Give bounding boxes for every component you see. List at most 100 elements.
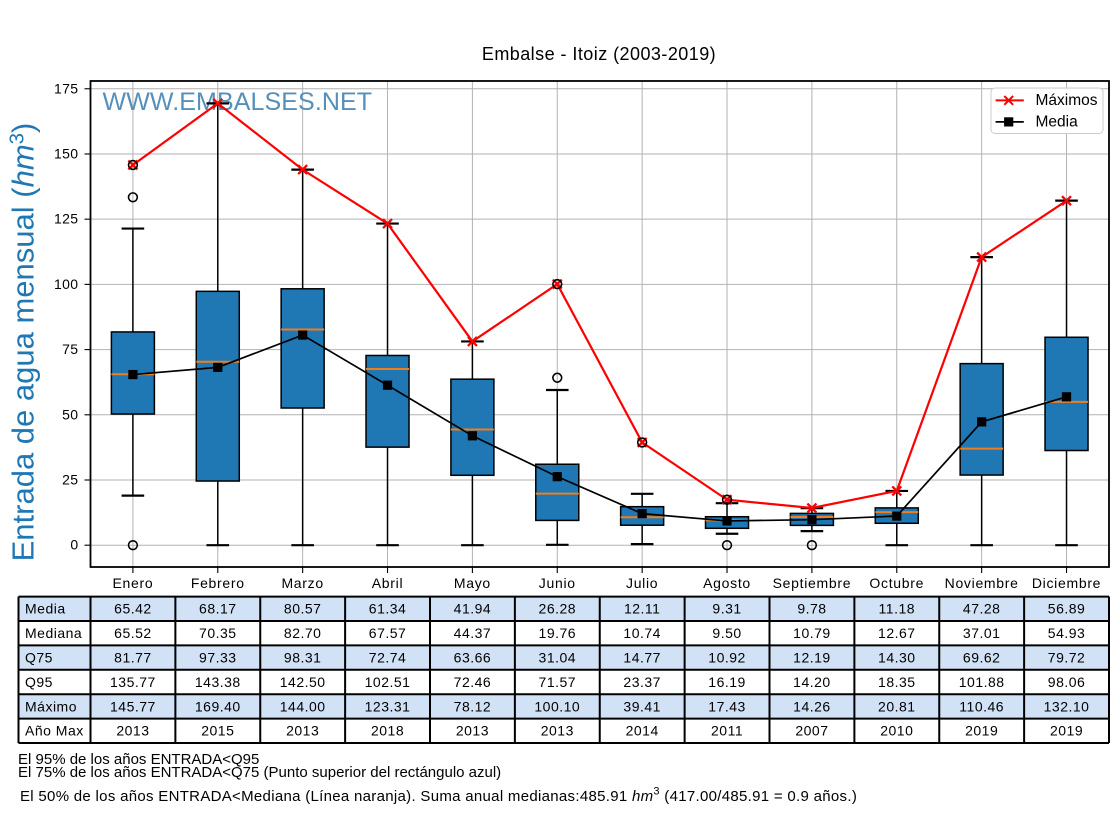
svg-text:Septiembre: Septiembre [773, 575, 852, 591]
svg-text:Noviembre: Noviembre [945, 575, 1019, 591]
svg-text:72.46: 72.46 [454, 674, 492, 690]
svg-text:101.88: 101.88 [959, 674, 1005, 690]
svg-text:123.31: 123.31 [365, 698, 411, 714]
svg-text:61.34: 61.34 [369, 601, 407, 617]
svg-text:Q95: Q95 [25, 674, 53, 690]
svg-text:65.52: 65.52 [114, 625, 152, 641]
svg-text:100: 100 [54, 276, 79, 292]
svg-text:19.76: 19.76 [539, 625, 577, 641]
svg-text:Entrada de agua mensual (hm3): Entrada de agua mensual (hm3) [6, 123, 41, 562]
svg-text:Diciembre: Diciembre [1032, 575, 1101, 591]
svg-text:2015: 2015 [201, 723, 234, 739]
svg-text:63.66: 63.66 [454, 650, 492, 666]
svg-text:98.06: 98.06 [1048, 674, 1086, 690]
svg-text:71.57: 71.57 [539, 674, 577, 690]
svg-text:Mediana: Mediana [25, 625, 82, 641]
svg-text:65.42: 65.42 [114, 601, 152, 617]
svg-text:142.50: 142.50 [280, 674, 326, 690]
svg-text:Máximos: Máximos [1036, 92, 1098, 109]
svg-text:Junio: Junio [539, 575, 576, 591]
svg-text:11.18: 11.18 [879, 601, 916, 617]
svg-text:100.10: 100.10 [534, 698, 580, 714]
svg-text:110.46: 110.46 [959, 698, 1004, 714]
svg-text:Octubre: Octubre [869, 575, 924, 591]
svg-text:10.92: 10.92 [708, 650, 746, 666]
svg-text:67.57: 67.57 [369, 625, 407, 641]
svg-text:9.50: 9.50 [712, 625, 741, 641]
svg-text:Máximo: Máximo [25, 698, 77, 714]
svg-text:2013: 2013 [456, 723, 489, 739]
svg-text:135.77: 135.77 [110, 674, 156, 690]
svg-text:2018: 2018 [371, 723, 404, 739]
svg-text:81.77: 81.77 [114, 650, 152, 666]
svg-text:97.33: 97.33 [199, 650, 237, 666]
svg-text:50: 50 [62, 406, 78, 422]
svg-text:125: 125 [54, 211, 79, 227]
svg-text:26.28: 26.28 [539, 601, 577, 617]
svg-text:69.62: 69.62 [963, 650, 1001, 666]
svg-text:132.10: 132.10 [1044, 698, 1090, 714]
svg-text:39.41: 39.41 [623, 698, 661, 714]
svg-text:20.81: 20.81 [878, 698, 916, 714]
svg-text:14.77: 14.77 [623, 650, 661, 666]
svg-text:0: 0 [70, 537, 78, 553]
svg-text:Febrero: Febrero [191, 575, 245, 591]
svg-text:79.72: 79.72 [1048, 650, 1086, 666]
svg-text:9.31: 9.31 [712, 601, 741, 617]
svg-text:14.30: 14.30 [878, 650, 916, 666]
svg-text:2010: 2010 [880, 723, 913, 739]
svg-text:Año Max: Año Max [25, 723, 84, 739]
svg-text:Abril: Abril [372, 575, 404, 591]
svg-text:2013: 2013 [116, 723, 149, 739]
svg-text:144.00: 144.00 [280, 698, 326, 714]
svg-text:Q75: Q75 [25, 650, 53, 666]
svg-text:Marzo: Marzo [281, 575, 323, 591]
svg-text:El 75% de los años ENTRADA<Q75: El 75% de los años ENTRADA<Q75 (Punto su… [18, 764, 501, 781]
svg-text:72.74: 72.74 [369, 650, 407, 666]
svg-text:WWW.EMBALSES.NET: WWW.EMBALSES.NET [103, 88, 373, 116]
svg-text:78.12: 78.12 [454, 698, 492, 714]
svg-text:Enero: Enero [112, 575, 153, 591]
svg-text:12.67: 12.67 [878, 625, 916, 641]
svg-text:143.38: 143.38 [195, 674, 241, 690]
svg-text:47.28: 47.28 [963, 601, 1001, 617]
svg-text:El 50% de los años ENTRADA<Med: El 50% de los años ENTRADA<Mediana (Líne… [20, 786, 857, 806]
svg-text:98.31: 98.31 [284, 650, 322, 666]
svg-text:Julio: Julio [626, 575, 658, 591]
svg-text:25: 25 [62, 472, 78, 488]
svg-text:10.74: 10.74 [623, 625, 661, 641]
svg-text:Media: Media [25, 601, 66, 617]
svg-text:56.89: 56.89 [1048, 601, 1086, 617]
svg-text:44.37: 44.37 [454, 625, 492, 641]
svg-text:Embalse - Itoiz (2003-2019): Embalse - Itoiz (2003-2019) [482, 44, 716, 64]
svg-text:2019: 2019 [1050, 723, 1083, 739]
svg-text:Mayo: Mayo [454, 575, 491, 591]
svg-text:2011: 2011 [711, 723, 743, 739]
svg-text:16.19: 16.19 [708, 674, 746, 690]
svg-text:9.78: 9.78 [797, 601, 826, 617]
svg-text:23.37: 23.37 [623, 674, 661, 690]
svg-text:145.77: 145.77 [110, 698, 156, 714]
svg-text:41.94: 41.94 [454, 601, 492, 617]
svg-text:18.35: 18.35 [878, 674, 916, 690]
svg-text:14.20: 14.20 [793, 674, 831, 690]
svg-text:2007: 2007 [795, 723, 828, 739]
svg-text:12.11: 12.11 [624, 601, 661, 617]
svg-text:Media: Media [1036, 114, 1079, 131]
svg-text:2013: 2013 [286, 723, 319, 739]
svg-text:31.04: 31.04 [539, 650, 577, 666]
svg-text:75: 75 [62, 341, 78, 357]
svg-text:14.26: 14.26 [793, 698, 831, 714]
svg-text:169.40: 169.40 [195, 698, 241, 714]
svg-text:68.17: 68.17 [199, 601, 237, 617]
svg-text:Agosto: Agosto [703, 575, 751, 591]
svg-text:El 95% de los años ENTRADA<Q95: El 95% de los años ENTRADA<Q95 [18, 751, 259, 768]
svg-text:12.19: 12.19 [793, 650, 831, 666]
svg-text:175: 175 [54, 80, 79, 96]
svg-text:70.35: 70.35 [199, 625, 237, 641]
svg-text:2014: 2014 [626, 723, 659, 739]
svg-text:54.93: 54.93 [1048, 625, 1086, 641]
svg-text:82.70: 82.70 [284, 625, 322, 641]
svg-text:2013: 2013 [541, 723, 574, 739]
svg-text:37.01: 37.01 [963, 625, 1001, 641]
